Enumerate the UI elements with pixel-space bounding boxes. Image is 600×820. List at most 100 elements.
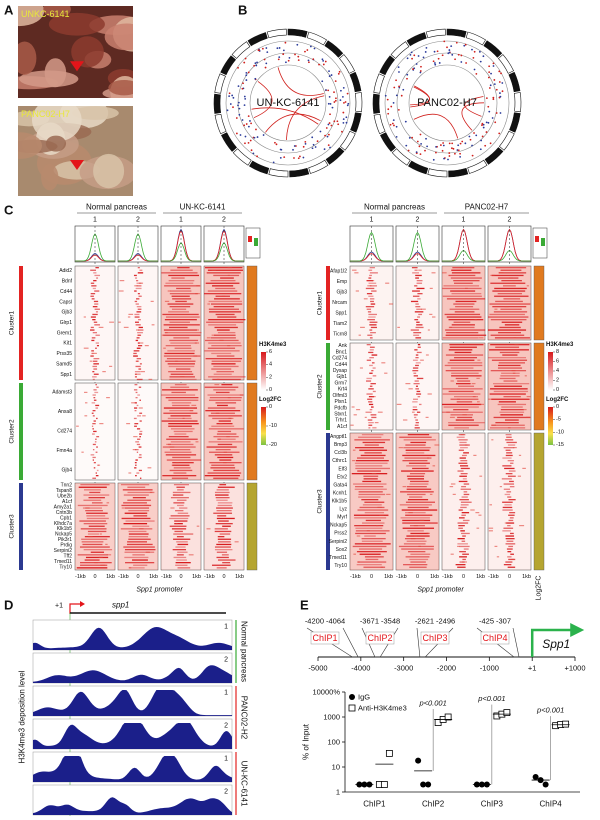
heat-speck (522, 467, 526, 469)
heat-row (460, 501, 472, 503)
heat-speck (355, 290, 359, 292)
heat-row (95, 438, 97, 440)
heat-row (414, 427, 420, 429)
heat-row (510, 553, 514, 555)
cluster-label: Cluster3 (317, 489, 324, 514)
variant-dot (482, 126, 485, 129)
colorbar-tick-label: 2 (269, 374, 272, 380)
heat-speck (170, 507, 175, 509)
heat-row (132, 497, 146, 499)
heat-row (77, 504, 108, 507)
variant-dot (472, 56, 475, 59)
heat-row (459, 444, 470, 446)
heat-speck (429, 493, 433, 495)
heat-row (461, 486, 467, 488)
variant-dot (441, 149, 444, 152)
heat-row (168, 399, 199, 401)
heat-row (174, 530, 183, 533)
heat-row (410, 480, 429, 483)
chromosome (349, 71, 362, 93)
column-number: 1 (93, 217, 97, 224)
variant-dot (460, 54, 463, 57)
heat-row (134, 300, 138, 303)
heat-row (449, 359, 475, 361)
gene-label: Ticrn8 (333, 332, 347, 338)
heat-row (505, 454, 513, 457)
tissue (104, 23, 133, 51)
colorbar-tick-label: 4 (556, 368, 559, 374)
heat-row (407, 506, 429, 509)
heat-row (443, 406, 479, 408)
heat-speck (193, 355, 198, 357)
heat-row (451, 375, 482, 377)
position-tick-label: -2000 (437, 664, 456, 673)
heat-speck (449, 486, 454, 488)
x-tick-label: -1kb (118, 574, 129, 580)
heat-speck (429, 313, 433, 315)
heat-row (454, 427, 469, 429)
heat-row (505, 561, 513, 563)
heat-row (172, 494, 184, 496)
variant-dot (243, 61, 246, 64)
heat-row (81, 538, 108, 540)
heat-row (205, 282, 240, 284)
heat-row (88, 497, 105, 499)
heat-row (216, 567, 227, 569)
gene-label: Gjb3 (61, 310, 72, 316)
heat-row (443, 285, 480, 287)
variant-dot (247, 141, 250, 144)
heat-row (508, 519, 514, 522)
colorbar-tick-label: 4 (269, 362, 272, 368)
heat-speck (105, 543, 108, 545)
heat-row (213, 389, 236, 391)
variant-dot (488, 110, 491, 113)
variant-dot (326, 135, 329, 138)
heat-speck (374, 422, 379, 424)
heat-row (501, 406, 523, 408)
heat-speck (88, 536, 93, 538)
heat-row (452, 267, 475, 269)
heat-row (90, 269, 96, 271)
heat-speck (217, 438, 222, 440)
variant-dot (436, 50, 439, 53)
heat-row (85, 510, 103, 512)
heat-row (214, 326, 238, 329)
heat-row (459, 545, 470, 548)
gene-label: Prss2 (334, 531, 347, 537)
variant-dot (495, 112, 498, 114)
heat-row (176, 554, 184, 556)
gene-label: Spp1 (60, 372, 72, 378)
variant-dot (245, 71, 248, 74)
heat-speck (350, 424, 354, 426)
gene-label: Serpini2 (54, 548, 73, 554)
heat-speck (211, 269, 216, 271)
heat-row (372, 390, 376, 393)
heat-row (458, 509, 463, 511)
heat-row (96, 469, 99, 472)
heat-row (416, 324, 423, 326)
group-header: Normal pancreas (86, 203, 147, 212)
heat-row (206, 272, 241, 274)
variant-dot (327, 102, 330, 105)
heat-row (172, 464, 190, 466)
heat-row (369, 285, 377, 287)
heat-speck (149, 491, 153, 493)
heat-row (370, 406, 374, 408)
variant-dot (237, 101, 240, 104)
heat-row (90, 551, 105, 553)
heat-row (415, 419, 418, 421)
tissue (32, 106, 82, 142)
chromosome (350, 112, 362, 133)
variant-dot (334, 99, 337, 102)
x-tick-label: 0 (370, 574, 373, 580)
variant-dot (451, 142, 454, 145)
heat-speck (405, 383, 411, 385)
gene-label: Cd44 (60, 289, 72, 295)
heat-speck (217, 454, 221, 456)
heat-row (417, 346, 421, 348)
variant-dot (448, 152, 451, 154)
variant-dot (395, 79, 397, 82)
heat-row (91, 502, 103, 504)
variant-dot (316, 140, 319, 143)
heat-row (504, 467, 515, 470)
